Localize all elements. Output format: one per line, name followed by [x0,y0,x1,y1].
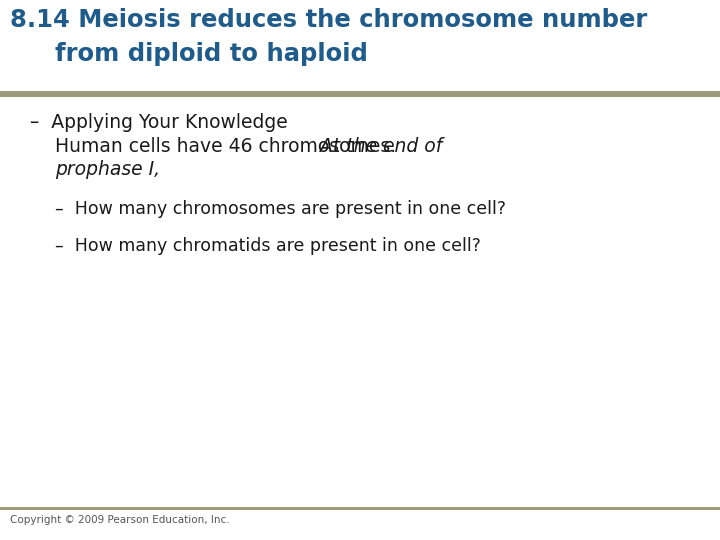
Text: 8.14 Meiosis reduces the chromosome number: 8.14 Meiosis reduces the chromosome numb… [10,8,647,32]
Text: –  How many chromosomes are present in one cell?: – How many chromosomes are present in on… [55,200,506,218]
Text: Copyright © 2009 Pearson Education, Inc.: Copyright © 2009 Pearson Education, Inc. [10,515,230,525]
Text: Human cells have 46 chromosomes.: Human cells have 46 chromosomes. [55,137,402,156]
Text: –  Applying Your Knowledge: – Applying Your Knowledge [30,113,288,132]
Text: prophase I,: prophase I, [55,160,160,179]
Text: At the end of: At the end of [320,137,442,156]
Text: from diploid to haploid: from diploid to haploid [55,42,368,66]
Text: –  How many chromatids are present in one cell?: – How many chromatids are present in one… [55,237,481,255]
